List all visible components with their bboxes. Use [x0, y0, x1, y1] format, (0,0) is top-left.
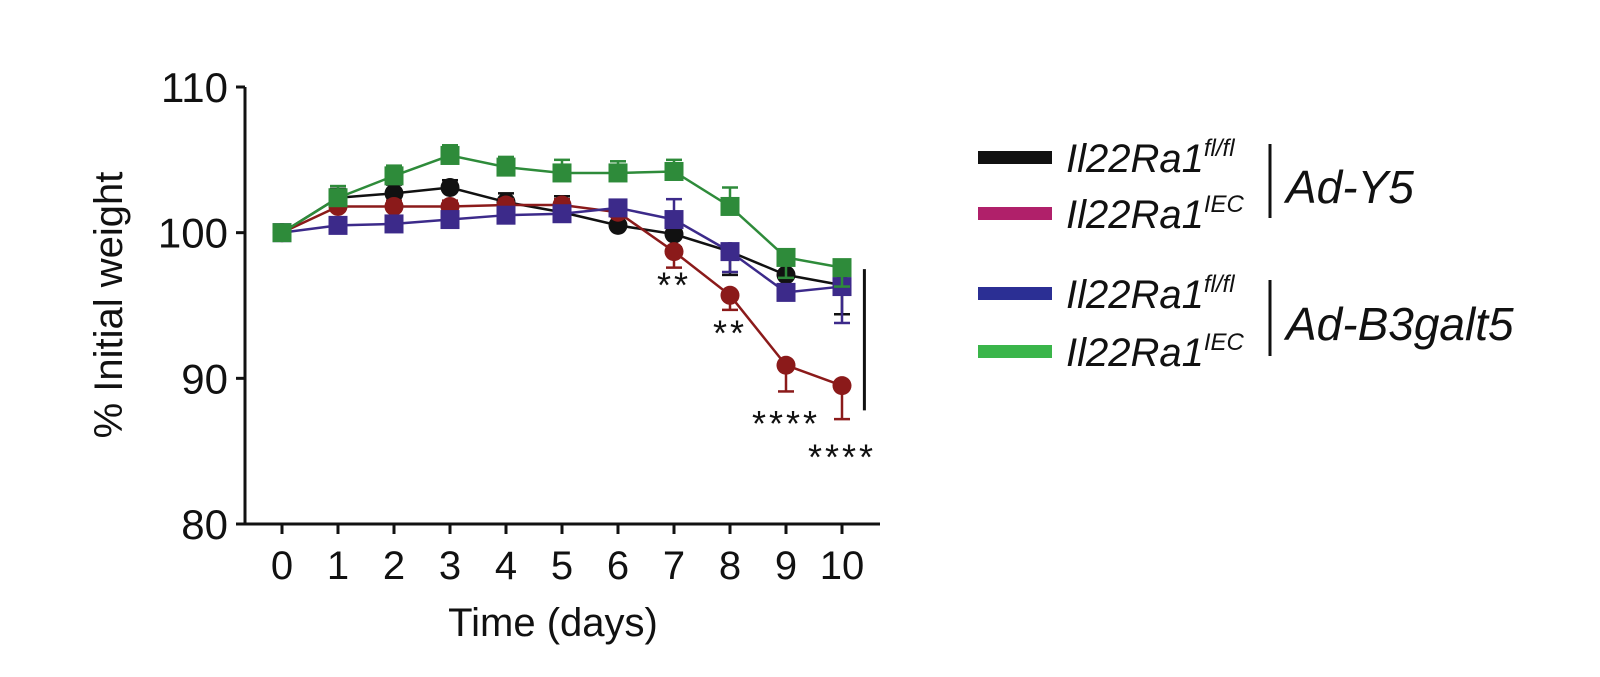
- legend-swatch: [978, 151, 1052, 164]
- data-point: [552, 204, 572, 224]
- data-point: [832, 258, 852, 278]
- y-tick-label: 80: [181, 501, 228, 548]
- series-2: [272, 197, 852, 325]
- data-point: [664, 242, 684, 262]
- x-tick-label: 8: [719, 544, 741, 588]
- data-point: [720, 242, 740, 262]
- x-tick-label: 2: [383, 544, 405, 588]
- legend-group-label: Ad-Y5: [1283, 161, 1414, 213]
- data-point: [440, 145, 460, 165]
- x-axis-label: Time (days): [448, 601, 658, 645]
- legend-label: Il22Ra1IEC: [1066, 329, 1245, 375]
- data-point: [608, 163, 628, 183]
- data-point: [608, 215, 628, 235]
- x-tick-label: 3: [439, 544, 461, 588]
- legend-item: Il22Ra1fl/fl: [978, 271, 1235, 317]
- legend-label: Il22Ra1fl/fl: [1066, 271, 1235, 317]
- data-point: [664, 161, 684, 181]
- series-layer: [272, 144, 852, 421]
- data-point: [720, 196, 740, 216]
- y-tick-label: 100: [158, 210, 228, 257]
- legend-swatch: [978, 207, 1052, 220]
- series-1: [272, 195, 852, 421]
- annotations: ************: [657, 265, 876, 478]
- data-point: [384, 166, 404, 186]
- legend-group-label: Ad-B3galt5: [1283, 298, 1514, 350]
- data-point: [776, 282, 796, 302]
- x-tick-label: 4: [495, 544, 517, 588]
- x-tick-label: 1: [327, 544, 349, 588]
- data-point: [272, 223, 292, 243]
- legend-label: Il22Ra1IEC: [1066, 191, 1245, 237]
- legend-item: Il22Ra1IEC: [978, 191, 1245, 237]
- x-tick-label: 10: [820, 544, 865, 588]
- data-point: [328, 188, 348, 208]
- x-tick-label: 5: [551, 544, 573, 588]
- y-tick-label: 110: [161, 64, 228, 111]
- data-point: [440, 210, 460, 230]
- data-point: [440, 178, 460, 198]
- series-3: [272, 144, 852, 288]
- legend-item: Il22Ra1fl/fl: [978, 135, 1235, 181]
- data-point: [552, 163, 572, 183]
- significance-stars: **: [713, 313, 747, 354]
- data-point: [776, 247, 796, 267]
- legend-swatch: [978, 287, 1052, 300]
- data-point: [832, 376, 852, 396]
- data-point: [608, 198, 628, 218]
- x-tick-label: 6: [607, 544, 629, 588]
- data-point: [384, 183, 404, 203]
- axes: 80 90 100 110 0 1 2 3 4 5 6 7 8 9 10: [158, 64, 880, 588]
- data-point: [384, 196, 404, 216]
- data-point: [496, 205, 516, 225]
- y-tick-label: 90: [181, 355, 228, 402]
- legend-item: Il22Ra1IEC: [978, 329, 1245, 375]
- data-point: [496, 157, 516, 177]
- significance-stars: ****: [752, 403, 820, 444]
- data-point: [328, 215, 348, 235]
- data-point: [664, 210, 684, 230]
- legend-swatch: [978, 345, 1052, 358]
- data-point: [776, 355, 796, 375]
- significance-stars: ****: [808, 437, 876, 478]
- significance-stars: **: [657, 265, 691, 306]
- data-point: [664, 224, 684, 244]
- data-point: [720, 285, 740, 305]
- x-tick-label: 7: [663, 544, 685, 588]
- legend: Il22Ra1fl/fl Il22Ra1IEC Ad-Y5 Il22Ra1fl/fl I…: [978, 135, 1514, 375]
- x-tick-label: 0: [271, 544, 293, 588]
- data-point: [384, 214, 404, 234]
- x-tick-label: 9: [775, 544, 797, 588]
- y-axis-label: % Initial weight: [87, 172, 131, 439]
- legend-label: Il22Ra1fl/fl: [1066, 135, 1235, 181]
